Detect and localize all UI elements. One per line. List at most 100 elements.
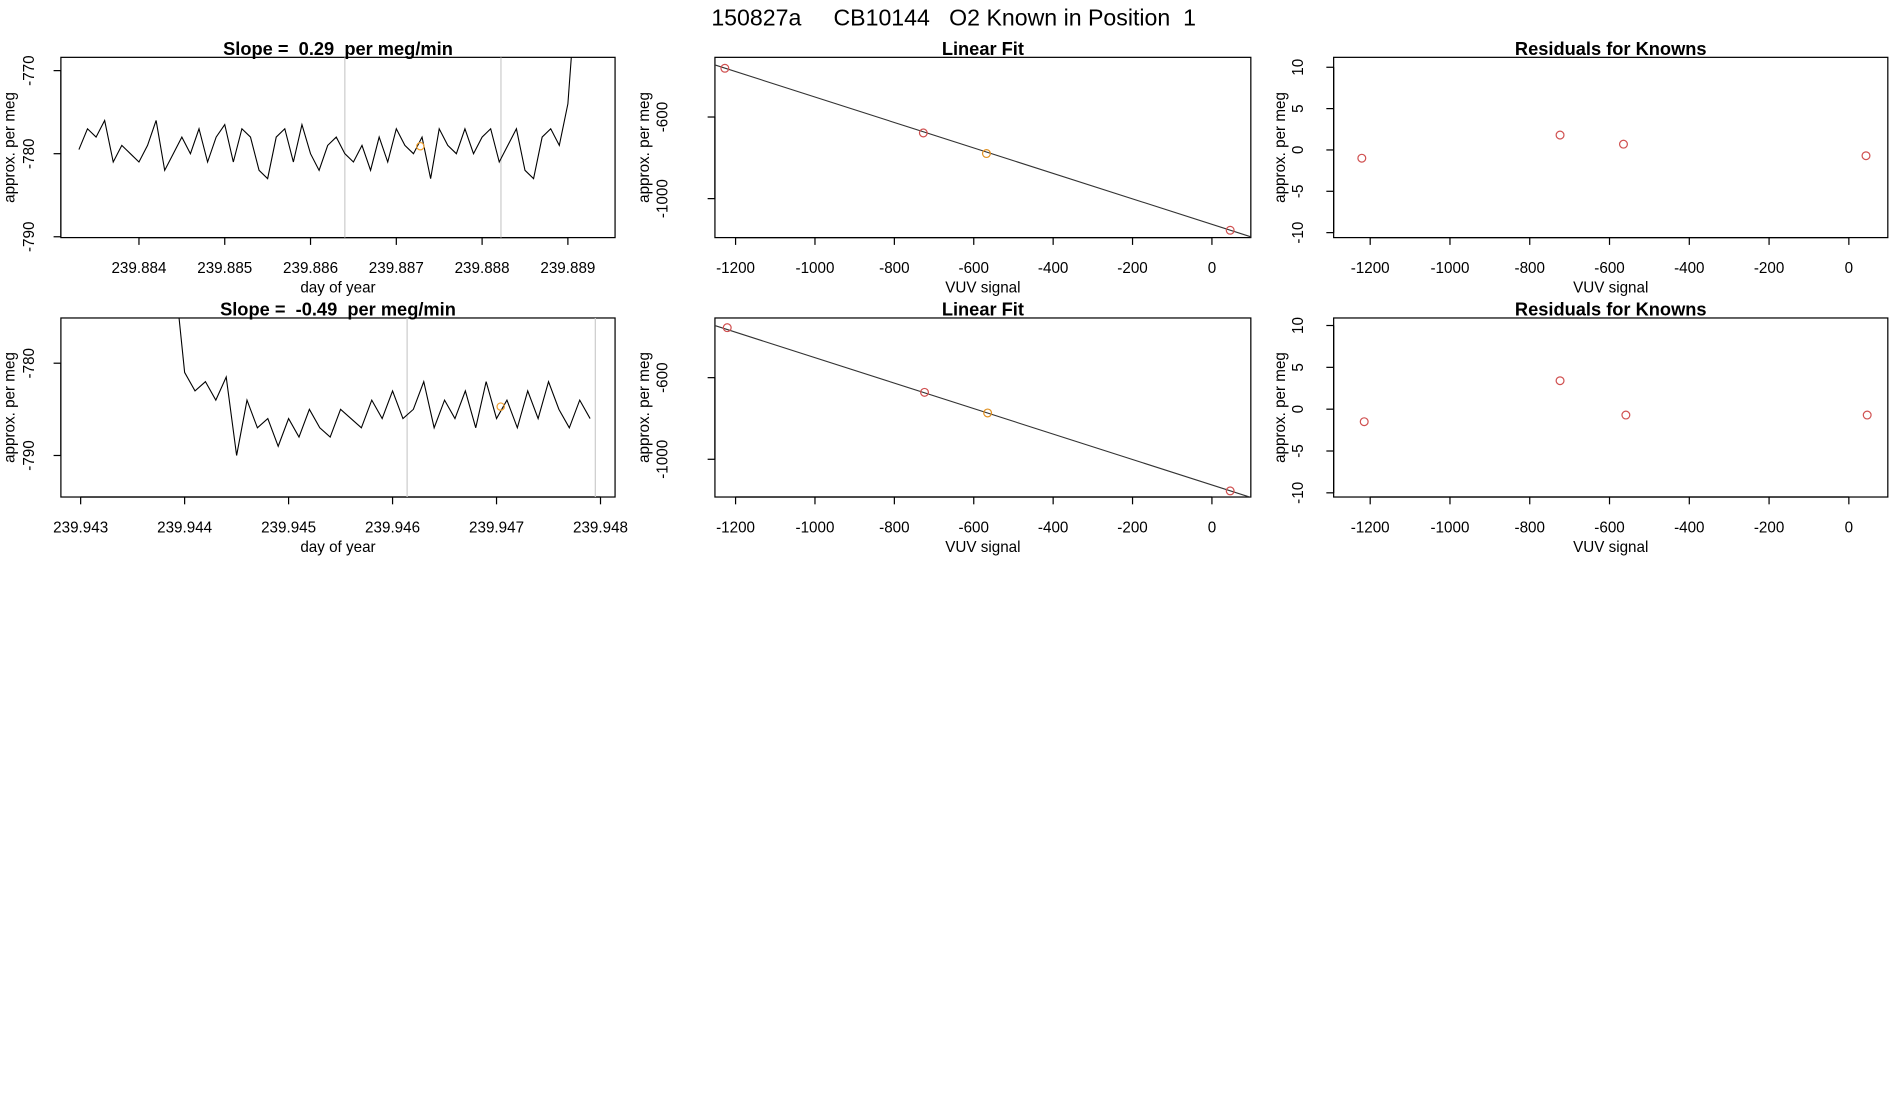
- y-tick-label: -1000: [654, 179, 671, 218]
- data-point: [1862, 410, 1872, 420]
- x-tick-label: -400: [1674, 260, 1704, 277]
- panel: Residuals for Knowns VUV signal approx. pe…: [1272, 299, 1889, 556]
- x-tick-label: -1200: [1351, 519, 1390, 536]
- data-point: [1359, 417, 1369, 427]
- x-tick-label: -1200: [716, 519, 755, 536]
- data-point: [1861, 151, 1871, 161]
- y-axis-label: approx. per meg: [636, 352, 653, 463]
- data-point: [1555, 130, 1565, 140]
- x-tick-label: -1000: [1430, 519, 1469, 536]
- y-tick-label: -780: [21, 348, 38, 378]
- data-point: [983, 408, 993, 418]
- data-point: [1225, 225, 1235, 235]
- x-tick-label: 239.947: [469, 519, 524, 536]
- panel-title: Slope = 0.29 per meg/min: [223, 38, 453, 59]
- panel-title: Residuals for Knowns: [1515, 299, 1707, 320]
- y-tick-label: 5: [1290, 104, 1307, 112]
- y-tick-label: -5: [1290, 444, 1307, 458]
- data-point: [920, 387, 930, 397]
- x-tick-label: -400: [1038, 260, 1068, 277]
- plot-area: [714, 63, 1251, 238]
- y-tick-label: -10: [1290, 222, 1307, 244]
- y-tick-label: 0: [1290, 405, 1307, 413]
- plot-area: [78, 57, 572, 238]
- x-axis-label: VUV signal: [945, 539, 1020, 556]
- y-tick-label: 0: [1290, 146, 1307, 154]
- highlight-point: [416, 141, 425, 151]
- panel-title: Slope = -0.49 per meg/min: [220, 299, 456, 320]
- x-tick-label: 239.944: [157, 519, 213, 536]
- y-axis-label: approx. per meg: [1272, 352, 1289, 463]
- y-tick-label: -10: [1290, 482, 1307, 504]
- data-line: [78, 57, 572, 180]
- panel: Slope = 0.29 per meg/min day of year appro…: [2, 38, 616, 296]
- x-tick-label: -200: [1117, 260, 1147, 277]
- x-tick-label: 239.943: [53, 519, 108, 536]
- x-tick-label: 239.888: [455, 260, 510, 277]
- x-tick-label: -600: [1594, 260, 1624, 277]
- x-tick-label: -200: [1754, 519, 1784, 536]
- x-axis-label: VUV signal: [945, 279, 1020, 296]
- x-tick-label: 239.945: [261, 519, 316, 536]
- panel-title: Linear Fit: [942, 38, 1024, 59]
- y-axis-label: approx. per meg: [1272, 92, 1289, 203]
- x-tick-label: -1200: [716, 260, 755, 277]
- x-tick-label: -800: [1515, 260, 1545, 277]
- data-point: [1555, 376, 1565, 386]
- x-tick-label: 239.886: [283, 260, 338, 277]
- x-tick-label: -1200: [1351, 260, 1390, 277]
- highlight-point: [496, 402, 505, 411]
- x-axis-label: day of year: [300, 539, 375, 556]
- y-tick-label: -1000: [654, 440, 671, 479]
- y-axis-label: approx. per meg: [2, 92, 19, 203]
- data-point: [1225, 486, 1235, 496]
- y-tick-label: -790: [21, 222, 38, 252]
- x-tick-label: -600: [1594, 519, 1624, 536]
- y-tick-label: -790: [21, 440, 38, 470]
- x-tick-label: -200: [1117, 519, 1147, 536]
- x-tick-label: 239.884: [111, 260, 167, 277]
- x-tick-label: 239.948: [573, 519, 628, 536]
- plot-box: [714, 317, 1252, 498]
- y-tick-label: -780: [21, 138, 38, 168]
- x-tick-label: -800: [1515, 519, 1545, 536]
- x-tick-label: 239.946: [365, 519, 420, 536]
- x-tick-label: 239.885: [197, 260, 252, 277]
- y-tick-label: -600: [654, 362, 671, 392]
- data-point: [1621, 410, 1631, 420]
- data-line: [178, 317, 591, 456]
- plot-box: [1333, 56, 1889, 239]
- x-tick-label: 0: [1845, 260, 1853, 277]
- x-tick-label: -600: [959, 519, 989, 536]
- panel: Linear Fit VUV signal approx. per meg -1200…: [636, 299, 1252, 556]
- x-tick-label: 239.887: [369, 260, 424, 277]
- plot-box: [60, 317, 616, 498]
- panel-title: Residuals for Knowns: [1515, 38, 1707, 59]
- x-tick-label: -200: [1754, 260, 1784, 277]
- y-tick-label: 5: [1290, 363, 1307, 371]
- x-axis-label: VUV signal: [1573, 539, 1648, 556]
- x-tick-label: -800: [879, 519, 909, 536]
- x-tick-label: -1000: [1430, 260, 1469, 277]
- panel-title: Linear Fit: [942, 299, 1024, 320]
- data-point: [1357, 153, 1367, 163]
- y-tick-label: 10: [1290, 317, 1307, 334]
- x-tick-label: -400: [1038, 519, 1068, 536]
- plot-box: [60, 56, 616, 239]
- y-axis-label: approx. per meg: [636, 92, 653, 203]
- panel: Slope = -0.49 per meg/min day of year appr…: [2, 299, 628, 556]
- plot-area: [714, 323, 1251, 498]
- x-axis-label: VUV signal: [1573, 279, 1648, 296]
- data-point: [722, 323, 732, 333]
- x-tick-label: -600: [959, 260, 989, 277]
- x-tick-label: -1000: [796, 519, 835, 536]
- plot-box: [1333, 317, 1889, 498]
- x-tick-label: -800: [879, 260, 909, 277]
- panel: Residuals for Knowns VUV signal approx. pe…: [1272, 38, 1889, 296]
- x-tick-label: -1000: [796, 260, 835, 277]
- x-axis-label: day of year: [300, 279, 375, 296]
- y-tick-label: -5: [1290, 185, 1307, 199]
- x-tick-label: -400: [1674, 519, 1704, 536]
